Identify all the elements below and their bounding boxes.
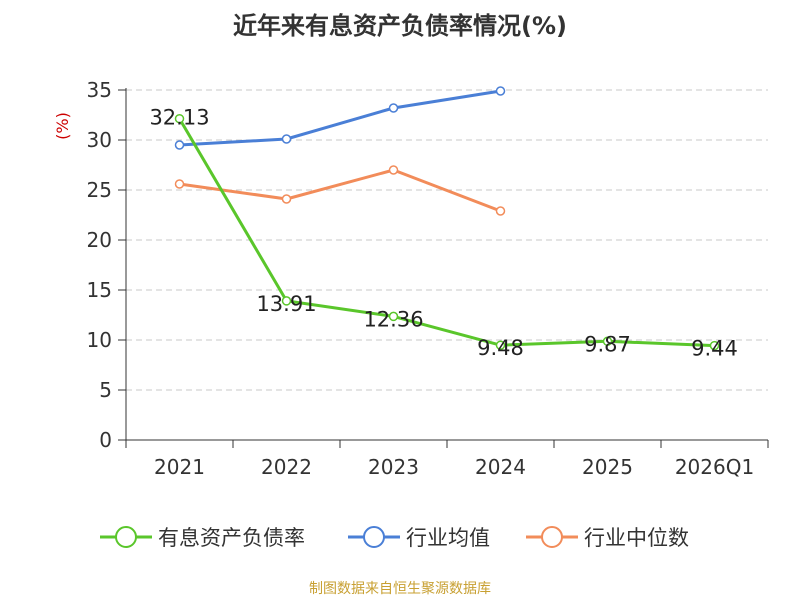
data-label: 9.87	[584, 332, 631, 356]
y-tick-label: 5	[99, 378, 112, 402]
data-point	[495, 86, 506, 96]
series-line-0	[178, 117, 715, 348]
y-tick-label: 25	[87, 178, 112, 202]
x-tick-label-2023: 2023	[368, 455, 419, 479]
series-1	[174, 86, 506, 150]
x-tick-label-2026Q1: 2026Q1	[675, 455, 754, 479]
y-tick-label: 15	[87, 278, 112, 302]
series-line-1	[179, 89, 501, 147]
x-tick-label-2022: 2022	[261, 455, 312, 479]
chart-title: 近年来有息资产负债率情况(%)	[233, 12, 567, 40]
x-tick-label-2021: 2021	[154, 455, 205, 479]
data-point	[602, 336, 613, 347]
data-point	[495, 340, 506, 350]
legend: 有息资产负债率 行业均值 行业中位数	[100, 526, 689, 550]
y-tick-label: 0	[99, 428, 112, 452]
legend-item-2: 行业中位数	[526, 526, 689, 550]
series-line-2	[179, 168, 502, 213]
data-point	[388, 103, 399, 113]
data-label: 9.44	[691, 337, 738, 361]
data-point	[174, 179, 185, 189]
y-tick-label: 30	[87, 128, 112, 152]
data-point	[388, 311, 399, 322]
y-tick-label: 10	[87, 328, 112, 352]
legend-swatch-marker	[115, 526, 137, 548]
y-axis-label: (%)	[53, 112, 72, 140]
data-point	[281, 194, 292, 204]
data-label: 9.48	[477, 336, 524, 360]
legend-label: 有息资产负债率	[158, 526, 305, 550]
series-0	[174, 113, 720, 351]
data-source-note: 制图数据来自恒生聚源数据库	[309, 581, 491, 597]
x-tick-label-2025: 2025	[582, 455, 633, 479]
data-point	[174, 113, 185, 124]
data-point	[388, 165, 399, 175]
data-point	[709, 340, 720, 351]
data-label: 12.36	[363, 307, 423, 331]
legend-swatch-marker	[363, 526, 385, 548]
legend-item-0: 有息资产负债率	[100, 526, 305, 550]
y-tick-label: 35	[87, 78, 112, 102]
data-point	[174, 140, 185, 150]
data-label: 32.13	[149, 106, 209, 130]
data-labels: 32.13 13.91 12.36 9.48 9.87 9.44	[149, 106, 737, 361]
x-tick-label-2024: 2024	[475, 455, 526, 479]
legend-label: 行业均值	[406, 526, 490, 550]
legend-label: 行业中位数	[584, 526, 689, 550]
series-layer	[174, 86, 720, 351]
grid-lines	[126, 89, 768, 391]
data-point	[495, 206, 506, 216]
data-point	[281, 296, 292, 306]
data-label: 13.91	[256, 292, 316, 316]
data-point	[281, 134, 292, 144]
y-tick-label: 20	[87, 228, 112, 252]
legend-item-1: 行业均值	[348, 526, 490, 550]
series-2	[174, 165, 506, 216]
legend-swatch-marker	[541, 526, 563, 548]
